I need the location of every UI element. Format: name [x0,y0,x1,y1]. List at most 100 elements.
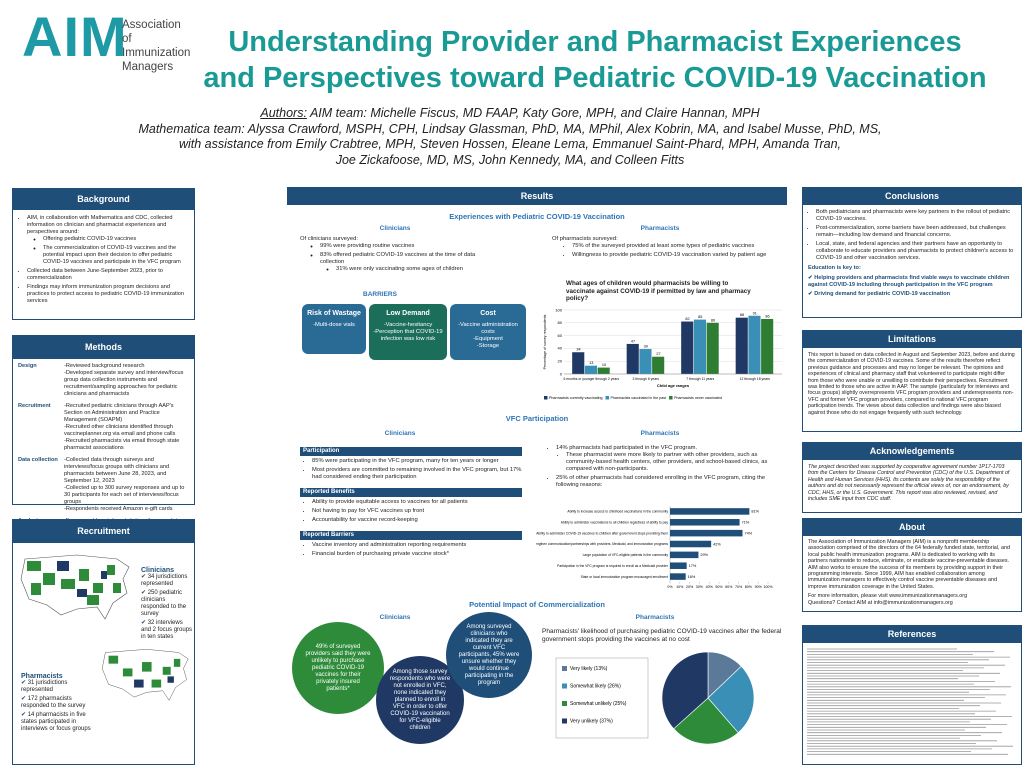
reasons-chart: 0% 10% 20% 30% 40% 50% 60% 70% 80% 90% 100% Ability… [536,506,773,589]
y-tick-label: Ability to administer COVID-19 vaccines … [536,531,668,535]
background-box: AIM, in collaboration with Mathematica a… [12,210,195,320]
check-item: 14 pharmacists in five states participat… [21,712,101,733]
legend-swatch [562,666,567,671]
author-line: Mathematica team: Alyssa Crawford, MSPH,… [138,121,882,136]
bullet-text: AIM, in collaboration with Mathematica a… [27,215,173,235]
data-label: 81% [751,510,759,514]
contact-text: Questions? Contact AIM at info@immunizat… [808,599,953,606]
y-tick-label: Ability to increase access to childhood … [567,510,668,514]
sub-list: 31% were only vaccinating some ages of c… [320,266,500,273]
col-heading: Pharmacists [640,430,680,437]
pie-slice [673,697,739,745]
bar [693,319,707,374]
clinician-map [20,554,130,620]
limitations-box: This report is based on data collected i… [802,348,1022,432]
map-states [108,655,181,688]
barrier-box: Low Demand -Vaccine-hesitancy -Perception … [369,304,447,360]
method-row: Design -Reviewed background research -Deve… [18,363,189,398]
data-label: 17% [689,564,697,568]
method-text: -Reviewed background research -Developed … [64,363,189,398]
bar [681,321,694,374]
bullet: 14% pharmacists had participated in the … [556,445,780,473]
bar [572,352,585,374]
section-header: Methods [12,335,195,359]
bar [735,317,748,374]
x-tick-label: 3 through 6 years [633,377,660,381]
subheading: Clinicians [141,567,175,574]
bullet: 99% were providing routine vaccines [320,243,500,250]
map-outline [101,649,189,701]
bar [597,367,610,374]
poster-title: Understanding Provider and Pharmacist Ex… [203,26,987,94]
legend-swatch [562,701,567,706]
barrier-title: Risk of Wastage [307,310,361,317]
stat-circle: 49% of surveyed providers said they were… [292,622,384,714]
bar [639,349,652,374]
recruitment-box: Clinicians 34 jurisdictions represented … [12,543,195,765]
y-tick-label: 60 [558,333,563,338]
y-tick-label: 100 [555,307,562,312]
list: Vaccine inventory and administration rep… [300,540,522,562]
bullet: Local, state, and federal agencies and t… [816,241,1016,262]
map-states-interviews [134,676,174,688]
legend-label: Somewhat likely (26%) [570,684,621,690]
panel-header: Participation [300,447,522,456]
x-tick-label: 100% [763,585,773,589]
bullet: Both pediatricians and pharmacists were … [816,209,1016,223]
barrier-box: Cost -Vaccine administration costs -Equipm… [450,304,526,360]
method-label: Design [18,363,37,369]
section-header: Background [12,188,195,210]
section-header: Limitations [802,330,1022,348]
data-label: 29% [700,553,708,557]
clinician-stats: Clinicians 34 jurisdictions represented … [141,567,193,643]
x-tick-label: 12 through 18 years [740,377,770,381]
panel-header: Reported Barriers [300,531,522,540]
data-label: 47 [631,339,635,343]
bullet: Accountability for vaccine record-keepin… [312,517,522,524]
barrier-title: Low Demand [386,310,430,317]
check-item: 250 pediatric clinicians responded to th… [141,590,193,618]
legend-swatch [605,396,610,400]
logo: AIM [22,5,128,68]
col-heading: Pharmacists [640,225,680,232]
y-axis-label: Percentage of survey respondents [543,314,547,369]
references-box [802,643,1022,765]
check-item: Helping providers and pharmacists find v… [808,275,1016,289]
bar [761,318,774,374]
method-line: -Recruited pediatric clinicians through … [64,403,174,423]
bar [584,365,598,374]
bullet: Financial burden of purchasing private v… [312,551,522,558]
section-header: Recruitment [12,519,195,543]
panel-header: Reported Benefits [300,488,522,497]
barrier-title: Cost [480,310,496,317]
method-line: -Reviewed background research [64,363,145,369]
x-tick-label: 6 months or younger through 2 years [563,377,619,381]
data-label: 27 [656,352,660,356]
stat-circle: Among those survey respondents who were … [376,656,464,744]
bullet-text: 83% offered pediatric COVID-19 vaccines … [320,252,476,265]
likelihood-pie: Very likely (13%) Somewhat likely (26%) So… [555,651,755,745]
pharmacist-map [101,649,189,701]
list: 31 jurisdictions represented 172 pharmac… [21,680,101,733]
authors-label: Authors: [260,106,307,120]
list: 34 jurisdictions represented 250 pediatr… [141,574,193,641]
check-item: Driving demand for pediatric COVID-19 va… [808,291,1016,298]
link-text: For more information, please visit www.i… [808,593,968,600]
about-box: The Association of Immunization Managers… [802,536,1022,612]
bar [652,356,665,374]
list: Both pediatricians and pharmacists were … [808,209,1016,262]
list: 85% were participating in the VFC progra… [300,456,522,485]
barriers-title: BARRIERS [363,291,397,298]
bullet: Of clinicians surveyed: 99% were providi… [300,236,500,273]
bullet: Most providers are committed to remainin… [312,467,522,481]
bullet: Post-commercialization, some barriers ha… [816,225,1016,239]
list: Of clinicians surveyed: 99% were providi… [300,236,500,273]
data-label: 39 [644,345,648,349]
method-line: -Collected data through surveys and inte… [64,457,170,484]
legend-label: Very unlikely (37%) [570,719,613,725]
check-item: 31 jurisdictions represented [21,680,101,694]
barrier-line: -Vaccine-hesitancy [383,322,433,328]
method-line: -Respondents received Amazon e-gift card… [64,506,173,512]
